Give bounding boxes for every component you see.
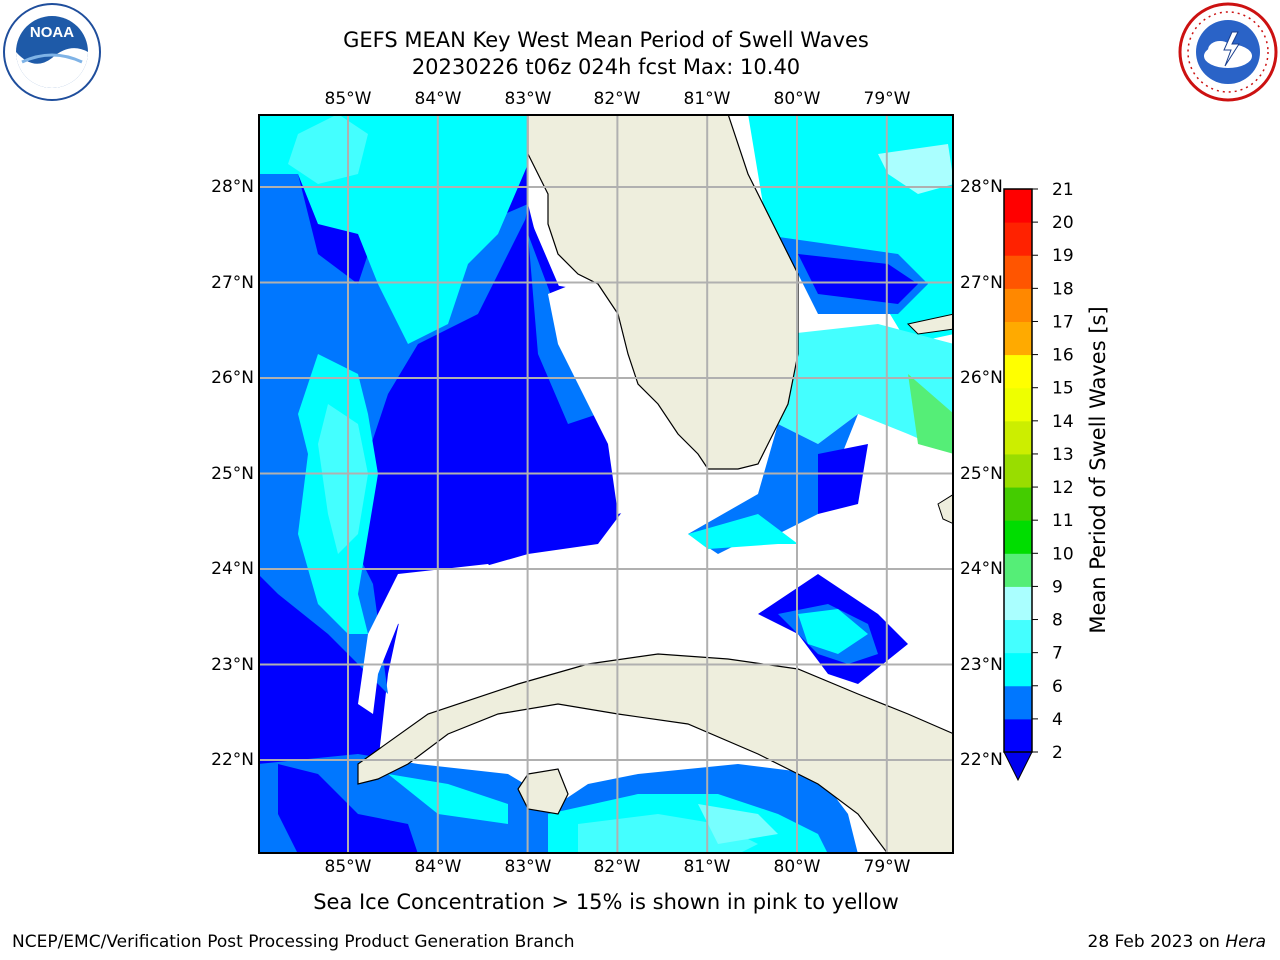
colorbar-segment <box>1004 652 1032 687</box>
map-subtitle: 20230226 t06z 024h fcst Max: 10.40 <box>411 55 801 79</box>
lat-label-right: 25°N <box>960 464 1003 484</box>
colorbar-label: Mean Period of Swell Waves [s] <box>1086 306 1110 634</box>
lat-label-right: 23°N <box>960 655 1003 675</box>
lon-label-top: 81°W <box>683 89 731 109</box>
colorbar-tick-label: 12 <box>1052 478 1074 498</box>
colorbar-outline <box>1003 188 1033 753</box>
lat-label-right: 22°N <box>960 750 1003 770</box>
colorbar-tick-label: 20 <box>1052 213 1074 233</box>
graticule <box>258 114 954 854</box>
lon-label-bottom: 84°W <box>414 857 462 877</box>
lon-label-bottom: 81°W <box>683 857 731 877</box>
colorbar-tick-label: 19 <box>1052 246 1074 266</box>
colorbar-segment <box>1004 189 1032 223</box>
lon-label-top: 80°W <box>773 89 821 109</box>
colorbar-segment <box>1004 520 1032 554</box>
colorbar-tick-label: 16 <box>1052 346 1074 366</box>
lat-label-right: 24°N <box>960 559 1003 579</box>
lat-label-left: 22°N <box>211 750 254 770</box>
colorbar-tick-label: 17 <box>1052 312 1074 332</box>
lat-label-right: 26°N <box>960 368 1003 388</box>
colorbar-segment <box>1004 354 1032 389</box>
colorbar-tick-label: 18 <box>1052 279 1074 299</box>
nws-logo-icon <box>1178 2 1278 102</box>
colorbar-segment <box>1004 255 1032 289</box>
colorbar-tick-label: 4 <box>1052 710 1063 730</box>
colorbar-segment <box>1004 718 1032 753</box>
colorbar-under-arrow <box>1003 751 1033 782</box>
credit-right: 28 Feb 2023 on Hera <box>1088 932 1266 952</box>
colorbar-tick-label: 7 <box>1052 644 1063 664</box>
colorbar-segment <box>1004 685 1032 720</box>
colorbar-segment <box>1004 387 1032 422</box>
colorbar-tick-label: 13 <box>1052 445 1074 465</box>
lon-label-top: 83°W <box>504 89 552 109</box>
colorbar-tick-label: 14 <box>1052 412 1074 432</box>
colorbar-tick-label: 6 <box>1052 677 1063 697</box>
lat-label-right: 27°N <box>960 273 1003 293</box>
colorbar-segment <box>1004 321 1032 356</box>
colorbar-tick-label: 11 <box>1052 511 1074 531</box>
lon-label-bottom: 80°W <box>773 857 821 877</box>
colorbar-tick-label: 2 <box>1052 743 1063 763</box>
colorbar-tick-label: 9 <box>1052 577 1063 597</box>
sea-ice-note: Sea Ice Concentration > 15% is shown in … <box>313 890 899 914</box>
lat-label-left: 27°N <box>211 273 254 293</box>
colorbar-segment <box>1004 619 1032 654</box>
colorbar-segment <box>1004 586 1032 621</box>
colorbar-segment <box>1004 420 1032 455</box>
colorbar-segment <box>1004 453 1032 488</box>
lat-label-left: 24°N <box>211 559 254 579</box>
lon-label-bottom: 85°W <box>324 857 372 877</box>
noaa-logo: NOAA <box>3 3 101 101</box>
colorbar-tick-label: 10 <box>1052 544 1074 564</box>
lon-label-top: 82°W <box>593 89 641 109</box>
credit-date: 28 Feb 2023 on <box>1087 932 1226 952</box>
lon-label-top: 79°W <box>863 89 911 109</box>
colorbar-tick-label: 15 <box>1052 379 1074 399</box>
lon-label-top: 84°W <box>414 89 462 109</box>
noaa-logo-text: NOAA <box>30 24 74 41</box>
lat-label-left: 25°N <box>211 464 254 484</box>
lon-label-bottom: 83°W <box>504 857 552 877</box>
land-mass <box>357 114 954 854</box>
colorbar-segment <box>1004 553 1032 587</box>
credit-left: NCEP/EMC/Verification Post Processing Pr… <box>12 932 575 952</box>
lon-label-bottom: 79°W <box>863 857 911 877</box>
colorbar-segment <box>1004 222 1032 256</box>
lat-label-left: 28°N <box>211 177 254 197</box>
lon-label-bottom: 82°W <box>593 857 641 877</box>
credit-host: Hera <box>1225 932 1266 952</box>
lat-label-left: 23°N <box>211 655 254 675</box>
lat-label-right: 28°N <box>960 177 1003 197</box>
map-title: GEFS MEAN Key West Mean Period of Swell … <box>343 28 869 52</box>
lon-label-top: 85°W <box>324 89 372 109</box>
colorbar-segment <box>1004 487 1032 521</box>
map-plot <box>258 114 954 854</box>
colorbar: 2 4 6 7 8 9 10 11 12 13 14 15 16 17 18 19 20 21 <box>1003 180 1074 782</box>
colorbar-segment <box>1004 288 1032 322</box>
colorbar-tick-label: 8 <box>1052 611 1063 631</box>
colorbar-tick-label: 21 <box>1052 180 1074 200</box>
lat-label-left: 26°N <box>211 368 254 388</box>
